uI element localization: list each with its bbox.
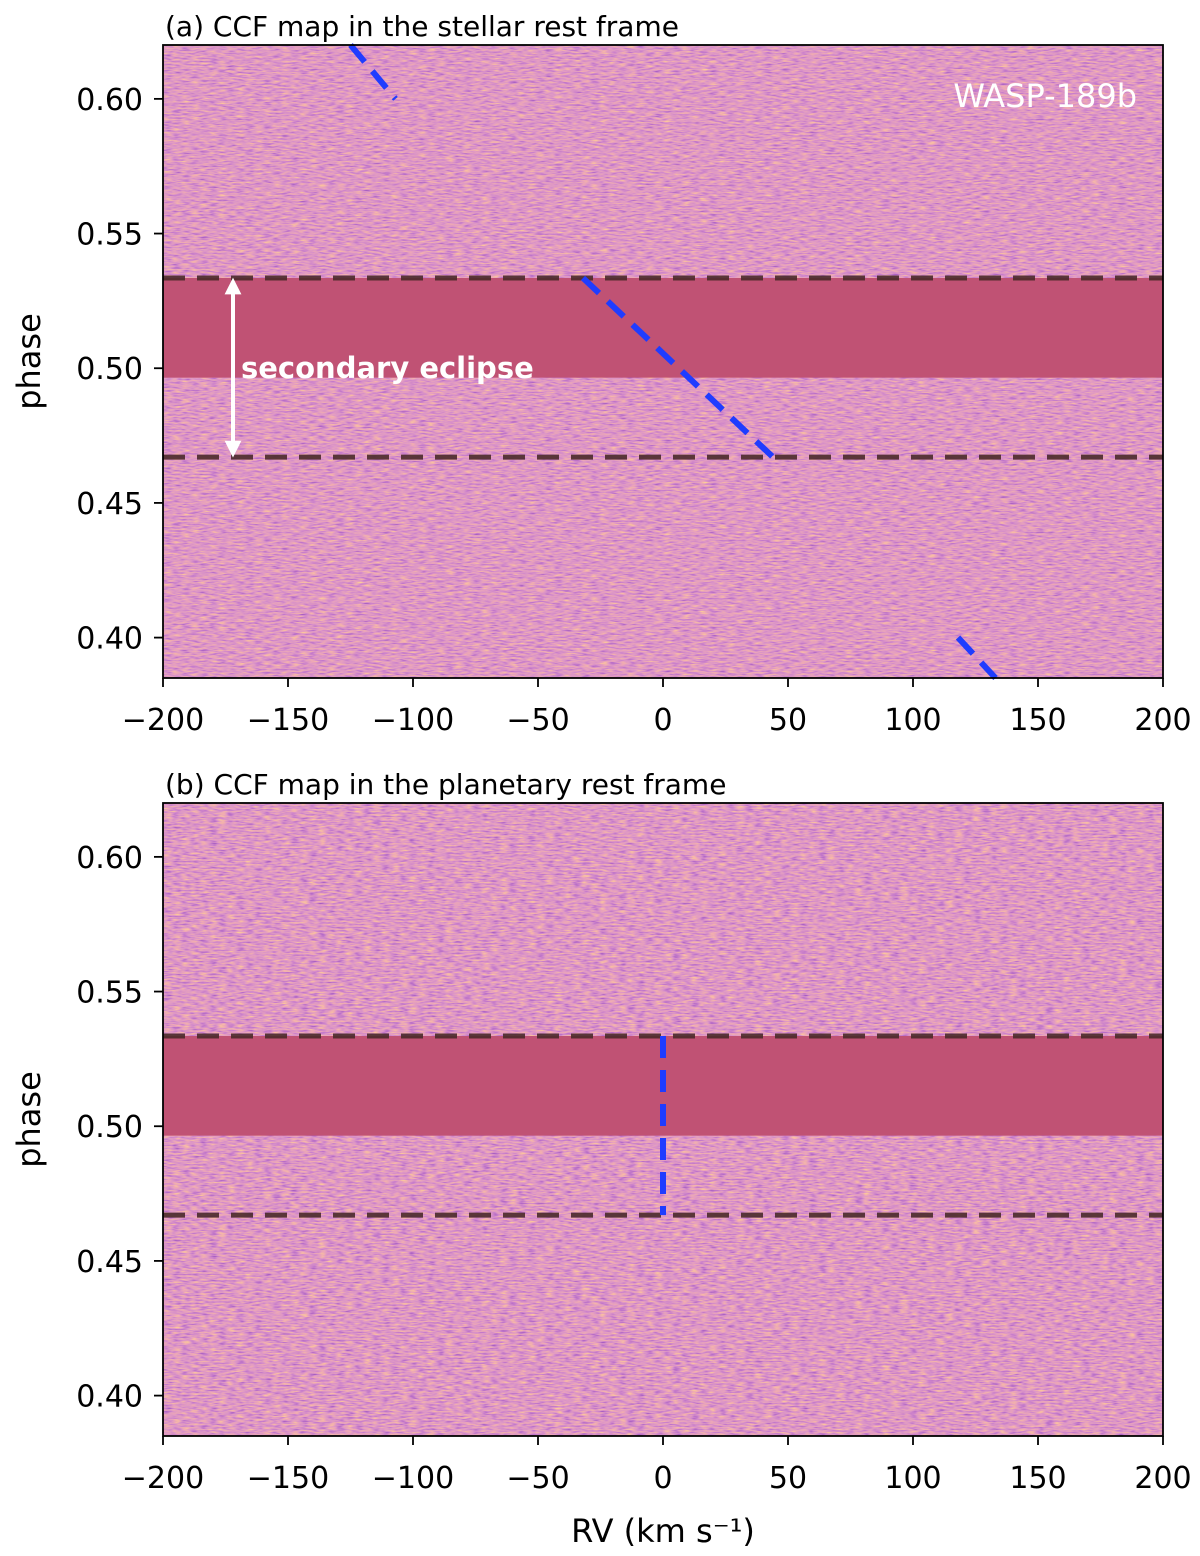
y-tick-label: 0.55: [76, 976, 143, 1011]
heatmap-a: [163, 45, 1163, 678]
x-tick-label: −50: [506, 703, 569, 738]
x-tick-label: −100: [372, 703, 454, 738]
eclipse-annotation-label: secondary eclipse: [241, 351, 534, 385]
x-tick-label: 150: [1009, 1461, 1066, 1496]
planet-name-label: WASP-189b: [953, 77, 1137, 115]
planet-track-0: [348, 43, 398, 101]
x-tick-label: −50: [506, 1461, 569, 1496]
x-tick-label: 200: [1134, 703, 1191, 738]
panel-a-title: (a) CCF map in the stellar rest frame: [165, 10, 679, 43]
boundary-lines-a: [163, 275, 1163, 460]
x-tick-label: −150: [247, 703, 329, 738]
boundary-lines-b: [163, 1033, 1163, 1218]
x-tick-label: −150: [247, 1461, 329, 1496]
x-tick-label: 200: [1134, 1461, 1191, 1496]
x-tick-label: 50: [769, 1461, 807, 1496]
y-ticks-a: 0.40 0.45 0.50 0.55 0.60: [76, 83, 163, 657]
y-tick-label: 0.45: [76, 1245, 143, 1280]
y-ticks-b: 0.40 0.45 0.50 0.55 0.60: [76, 841, 163, 1415]
y-tick-label: 0.60: [76, 83, 143, 118]
x-tick-label: −100: [372, 1461, 454, 1496]
eclipse-annotation: secondary eclipse: [224, 277, 534, 458]
x-tick-label: 100: [884, 1461, 941, 1496]
planet-tracks-a: [348, 43, 998, 681]
eclipse-band-a: [163, 277, 1163, 378]
panel-b-title: (b) CCF map in the planetary rest frame: [165, 768, 726, 801]
x-tick-label: 150: [1009, 703, 1066, 738]
y-tick-label: 0.50: [76, 1110, 143, 1145]
y-tick-label: 0.50: [76, 352, 143, 387]
planet-track-1: [580, 275, 776, 460]
y-axis-label-a: phase: [10, 313, 48, 410]
x-tick-label: −200: [122, 703, 204, 738]
x-tick-label: 0: [653, 703, 672, 738]
y-axis-label-b: phase: [10, 1071, 48, 1168]
x-tick-label: 50: [769, 703, 807, 738]
panel-a-stellar-frame: secondary eclipse WASP-189b −200 −150 −100…: [10, 10, 1192, 738]
planet-track-2: [955, 635, 998, 681]
x-ticks-a: −200 −150 −100 −50 0 50 100 150 200: [122, 678, 1192, 738]
x-tick-label: −200: [122, 1461, 204, 1496]
x-axis-label: RV (km s⁻¹): [571, 1512, 755, 1550]
y-tick-label: 0.60: [76, 841, 143, 876]
y-tick-label: 0.40: [76, 622, 143, 657]
x-tick-label: 100: [884, 703, 941, 738]
y-tick-label: 0.40: [76, 1380, 143, 1415]
panel-b-planetary-frame: −200 −150 −100 −50 0 50 100 150 200 0.40 0.45 0.50…: [10, 768, 1192, 1550]
y-tick-label: 0.55: [76, 218, 143, 253]
x-ticks-b: −200 −150 −100 −50 0 50 100 150 200: [122, 1436, 1192, 1496]
x-tick-label: 0: [653, 1461, 672, 1496]
y-tick-label: 0.45: [76, 487, 143, 522]
